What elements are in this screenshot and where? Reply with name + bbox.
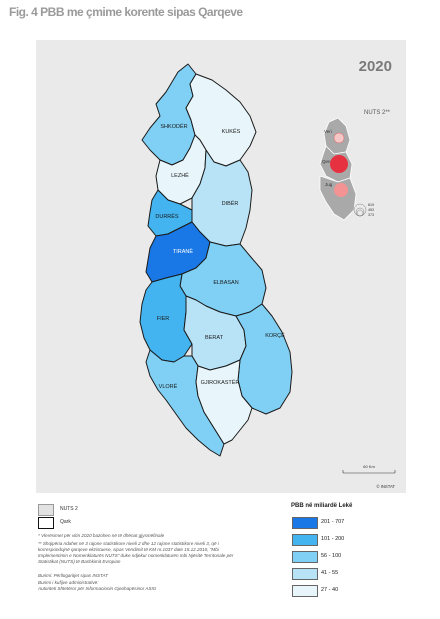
pbb-legend-label: 56 - 100 [321,553,342,559]
region-label-elbasan: ELBASAN [213,280,238,286]
region-gjirokaster [195,359,253,445]
region-label-gjirokaster: GJIROKASTËR [201,379,240,386]
figure-title: Fig. 4 PBB me çmime korente sipas Qarqev… [9,5,243,19]
bubble-legend-value-1: 819 [368,203,374,207]
nuts-label-veri: Veri [324,129,332,134]
nuts-bubble-veri [333,132,345,144]
pbb-legend-title: PBB në miliardë Lekë [291,503,353,509]
note-4: Burimi i kufijve administrativë: [38,580,99,585]
region-label-diber: DIBËR [222,200,239,207]
nuts-label-qender: Qendër [322,159,338,164]
scale-bar [342,470,396,474]
nuts-bubble-jug [334,183,348,197]
legend-qark-swatch [38,517,54,529]
pbb-legend-label: 201 - 707 [321,519,345,525]
nuts-label-jug: Jug [325,182,333,187]
region-korce [235,303,293,415]
pbb-legend-swatch [292,534,318,546]
pbb-legend-label: 41 - 55 [321,570,339,576]
region-label-durres: DURRËS [155,213,179,220]
legend-nuts2-label: NUTS 2 [60,506,78,512]
pbb-legend-swatch [292,568,318,580]
bubble-legend-value-2: 453 [368,208,374,212]
region-label-lezhe: LEZHË [171,172,189,179]
pbb-legend-swatch [292,551,318,563]
pbb-legend-label: 27 - 40 [321,587,339,593]
note-1: * Vlerësimet për vitin 2020 bazohen në t… [38,533,165,538]
note-2: ** Shqipëria ndahet në 3 rajone statisti… [38,541,234,564]
region-label-tirane: TIRANË [173,248,194,255]
nuts-bubble-qender [330,155,348,173]
scale-label: 60 Km [363,464,375,469]
note-5: Autoriteti Shtetëror për Informacionin G… [38,586,157,591]
region-label-fier: FIER [157,316,170,322]
legend-qark-label: Qark [60,519,71,525]
region-label-shkoder: SHKODËR [160,123,187,130]
pbb-legend-swatch [292,517,318,529]
pbb-legend-swatch [292,585,318,597]
region-label-vlore: VLORË [159,383,178,390]
pbb-legend-label: 101 - 200 [321,536,345,542]
credit: © INSTAT [376,484,395,489]
nuts-inset-title: NUTS 2** [364,110,391,116]
region-label-berat: BERAT [205,335,224,341]
region-shkoder [141,63,197,166]
year-label: 2020 [359,58,392,75]
note-3: Burimi: Përllogaritjet sipas INSTAT [38,573,109,578]
region-label-korce: KORÇË [265,332,285,339]
region-label-kukes: KUKËS [222,128,241,135]
bubble-size-legend [353,203,367,217]
legend-nuts2-swatch [38,504,54,516]
bubble-legend-value-3: 373 [368,213,374,217]
